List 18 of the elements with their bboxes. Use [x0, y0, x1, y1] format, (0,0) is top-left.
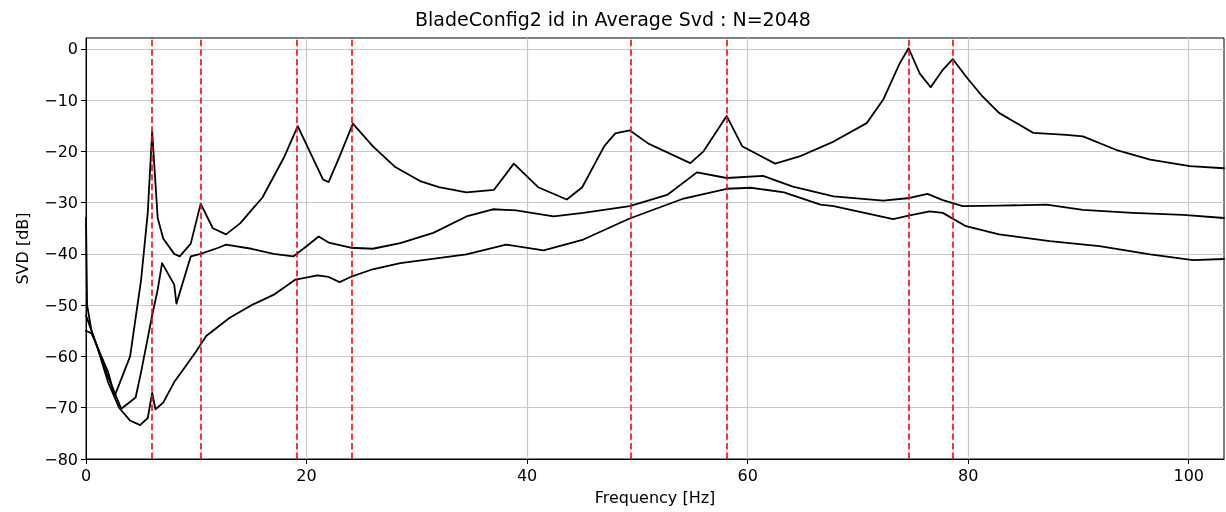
- x-tick-label: 100: [1173, 465, 1204, 485]
- y-tick-label: −30: [44, 193, 78, 213]
- x-tick-label: 60: [737, 465, 758, 485]
- y-tick-label: −20: [44, 141, 78, 161]
- x-tick-label: 0: [80, 465, 92, 485]
- x-tick-label: 80: [957, 465, 979, 485]
- x-axis-title: Frequency [Hz]: [594, 487, 716, 507]
- x-tick-label: 40: [516, 465, 538, 485]
- y-tick-label: −70: [44, 398, 78, 418]
- y-tick-label: −60: [44, 346, 78, 366]
- y-tick-label: −50: [44, 295, 78, 315]
- y-tick-label: −10: [44, 90, 78, 110]
- y-axis-title: SVD [dB]: [12, 212, 32, 285]
- x-tick-label: 20: [296, 465, 317, 485]
- y-tick-label: −80: [44, 449, 78, 469]
- chart-title: BladeConfig2 id in Average Svd : N=2048: [415, 7, 811, 30]
- y-tick-label: −40: [44, 244, 78, 264]
- y-tick-label: 0: [67, 39, 78, 59]
